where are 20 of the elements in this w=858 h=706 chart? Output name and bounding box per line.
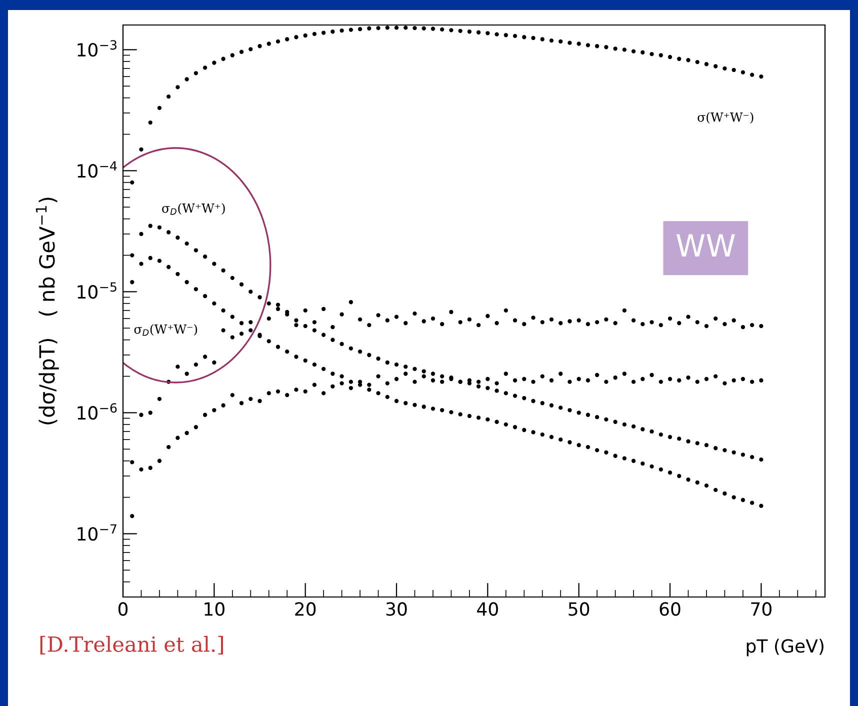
annotation: WW [676, 234, 735, 257]
x-axis-title: pT (GeV) [746, 638, 824, 656]
series-label: σ$_{D}$(W⁺W⁺) [162, 203, 225, 215]
y-tick-label: 10$^{−7}$ [78, 524, 116, 541]
x-tick-label: 50 [568, 602, 590, 616]
y-tick-label: 10$^{−3}$ [78, 40, 116, 57]
y-tick-label: 10$^{−4}$ [78, 161, 117, 178]
text: [D.Treleani et al.] [40, 636, 223, 654]
x-tick-label: 20 [295, 602, 316, 616]
y-axis-title: (dσ/dpT) ( nb GeV$^{−1}$) [36, 198, 59, 424]
x-tick-label: 40 [477, 602, 498, 616]
y-tick-label: 10$^{−6}$ [78, 403, 117, 420]
text: σ(W⁺W⁻) [698, 112, 754, 124]
x-tick-label: 60 [660, 602, 680, 616]
x-tick-label: 0 [118, 602, 128, 616]
x-tick-label: 30 [386, 602, 407, 616]
series-label: σ$_{D}$(W⁺W⁻) [134, 324, 198, 336]
y-tick-label: 10$^{−5}$ [78, 282, 116, 299]
x-tick-label: 10 [204, 602, 224, 616]
x-tick-label: 70 [751, 602, 772, 616]
